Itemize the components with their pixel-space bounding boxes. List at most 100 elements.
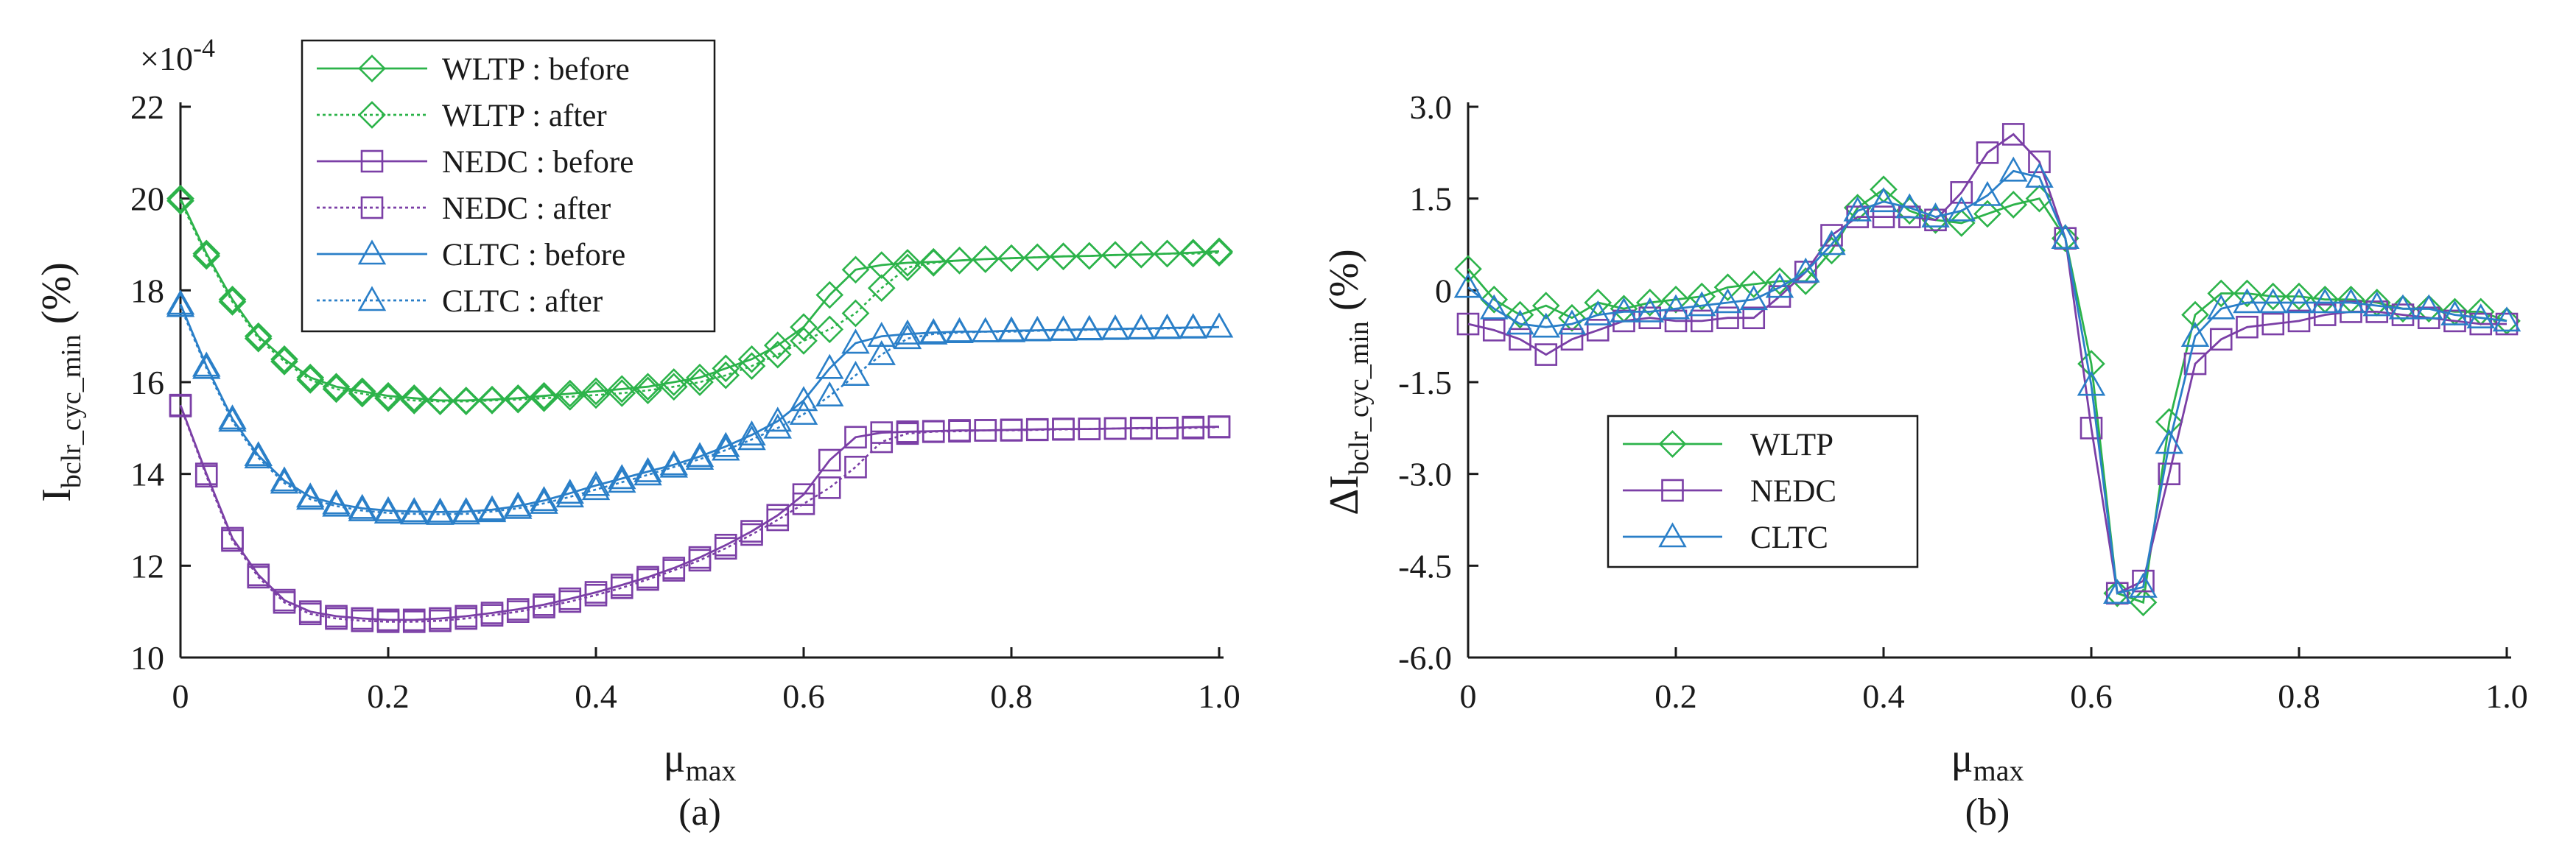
data-point xyxy=(2129,572,2158,598)
data-point xyxy=(1560,328,1584,351)
y-tick-label: 10 xyxy=(130,639,164,677)
data-point xyxy=(1075,315,1103,341)
data-point xyxy=(1000,419,1023,442)
data-point xyxy=(582,377,610,406)
data-point xyxy=(1509,328,1531,351)
data-point xyxy=(636,568,659,591)
data-point xyxy=(763,406,792,432)
series-line xyxy=(179,303,1220,513)
legend-label: NEDC xyxy=(1750,474,1836,509)
data-point xyxy=(2209,328,2233,351)
data-point xyxy=(192,351,221,377)
data-point xyxy=(452,387,480,416)
data-point xyxy=(1947,209,1976,237)
data-point xyxy=(1179,313,1207,339)
data-point xyxy=(1506,300,1534,329)
data-point xyxy=(400,387,429,415)
legend-marker xyxy=(358,54,386,82)
data-point xyxy=(2181,300,2209,329)
data-point xyxy=(2236,315,2259,339)
data-point xyxy=(506,600,530,623)
data-point xyxy=(1742,306,1766,330)
data-point xyxy=(374,384,402,412)
data-point xyxy=(2077,370,2106,396)
data-point xyxy=(2287,309,2311,333)
data-point xyxy=(244,443,273,469)
data-point xyxy=(192,353,221,379)
data-point xyxy=(530,384,558,412)
data-point xyxy=(429,609,452,632)
y-tick-label: 0 xyxy=(1435,272,1452,309)
data-point xyxy=(194,465,218,488)
data-point xyxy=(922,420,945,443)
data-point xyxy=(945,318,974,343)
data-point xyxy=(1843,196,1872,222)
data-point xyxy=(2158,462,2181,485)
data-point xyxy=(841,328,870,354)
data-point xyxy=(1025,418,1049,442)
legend-label: CLTC xyxy=(1750,521,1828,555)
data-point xyxy=(662,559,686,582)
series-wltp-after xyxy=(166,186,1233,416)
data-point xyxy=(400,497,429,523)
data-point xyxy=(373,496,403,521)
data-point xyxy=(790,313,818,342)
chart-panel-a: 10 12 14 16 18 20 22 0 0.2 0.4 0.6 0.8 1.0 ×10-4 Ibclr… xyxy=(34,33,1240,833)
data-point xyxy=(1791,257,1820,283)
data-point xyxy=(166,186,194,215)
data-point xyxy=(2284,288,2314,314)
panel-label: (b) xyxy=(1965,792,2010,833)
x-tick-label: 0.2 xyxy=(1654,677,1697,715)
data-point xyxy=(1049,315,1078,341)
data-point xyxy=(763,340,792,369)
x-axis-label-main: μ xyxy=(1951,736,1973,781)
data-point xyxy=(766,508,790,532)
x-tick-label: 0 xyxy=(1460,677,1477,715)
data-point xyxy=(348,377,376,406)
series-line xyxy=(179,404,1220,621)
data-point xyxy=(1182,417,1205,440)
data-point xyxy=(2207,294,2236,320)
data-point xyxy=(2415,295,2443,323)
x-axis-label: μmax xyxy=(664,736,737,787)
data-point xyxy=(1127,240,1156,269)
data-point xyxy=(1456,312,1480,336)
y-axis-label: Ibclr_cyc_min (%) xyxy=(34,262,87,502)
exponent-label: ×10-4 xyxy=(140,33,215,77)
data-point xyxy=(608,379,636,407)
data-point xyxy=(997,317,1026,342)
data-point xyxy=(555,383,584,411)
y-axis-label-unit: (%) xyxy=(1322,249,1367,321)
data-point xyxy=(608,468,636,493)
data-point xyxy=(1713,288,1742,314)
data-point xyxy=(426,387,455,416)
data-point xyxy=(270,348,298,376)
data-point xyxy=(2337,288,2365,314)
data-point xyxy=(2362,291,2391,317)
legend-label: NEDC : after xyxy=(442,191,611,226)
y-axis-label: ΔIbclr_cyc_min (%) xyxy=(1322,249,1375,515)
series-nedc-after xyxy=(169,395,1231,633)
data-point xyxy=(1869,187,1898,213)
data-point xyxy=(1817,230,1846,255)
data-point xyxy=(2051,224,2080,249)
exponent-power: -4 xyxy=(193,33,215,63)
data-point xyxy=(2025,162,2054,188)
data-point xyxy=(218,285,247,314)
x-tick-label: 1.0 xyxy=(1198,677,1240,715)
data-point xyxy=(1052,417,1075,441)
data-point xyxy=(452,499,480,525)
data-point xyxy=(1947,196,1976,222)
data-point xyxy=(1127,314,1156,339)
chart-panel-b: 3.01.50-1.5-3.0-4.5-6.00 0.2 0.4 0.6 0.8 1.0Δ… xyxy=(1322,88,2528,833)
data-point xyxy=(270,466,299,492)
series-line xyxy=(1467,188,2507,605)
data-point xyxy=(530,381,558,410)
data-point xyxy=(948,420,971,443)
y-tick-label: -6.0 xyxy=(1398,639,1452,677)
legend-marker xyxy=(360,196,384,219)
data-point xyxy=(844,456,867,479)
y-tick-label: -4.5 xyxy=(1398,547,1452,585)
data-point xyxy=(1999,156,2028,182)
data-point xyxy=(974,419,997,442)
